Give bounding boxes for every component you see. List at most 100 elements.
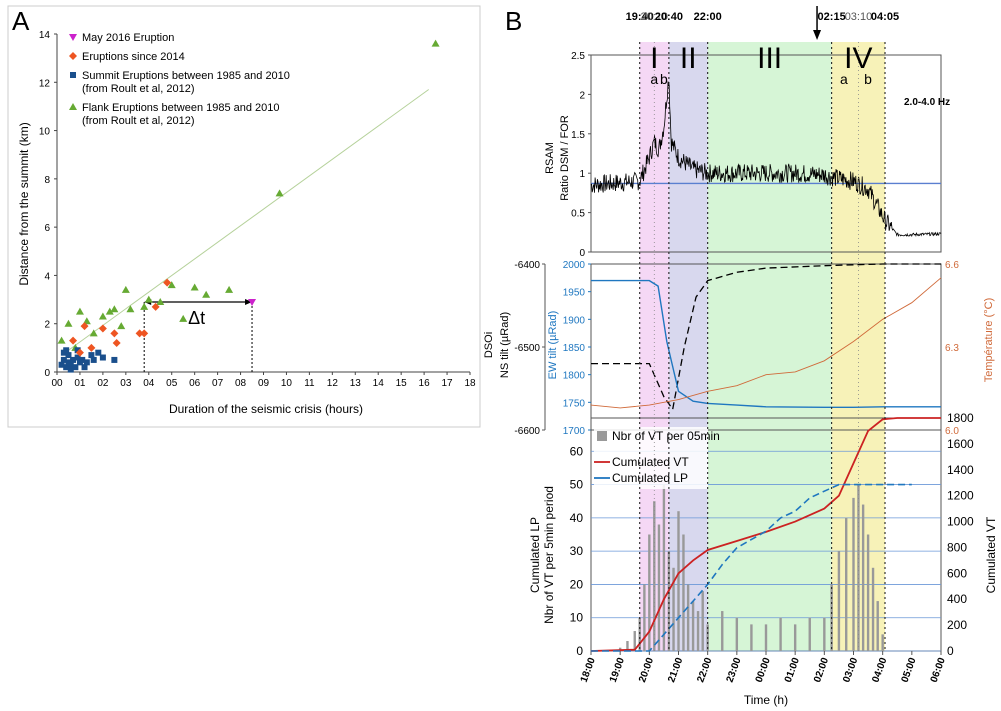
data-point [431,39,440,47]
x-tick-label: 02 [97,378,109,389]
data-point [69,336,78,345]
y-tick-label: 2 [44,320,50,331]
data-point [156,297,165,305]
counts-left-tick-label: 20 [570,577,584,591]
rsam-y-tick-label: 0 [579,248,585,259]
counts-right-tick-label: 1200 [947,489,974,503]
x-tick-label: 03 [120,378,132,389]
legend-label-sub: (from Roult et al, 2012) [82,115,195,127]
x-tick-label: 13 [350,378,362,389]
legend-label: Cumulated LP [612,471,688,485]
counts-x-tick-label: 22:00 [695,656,714,684]
vt-count-bar [657,524,661,651]
tilt-plot: -6400 -6500 -6600 2000 1950 1900 1850 1800 1750 1… [514,260,959,437]
counts-x-axis-label: Time (h) [744,693,788,707]
vt-count-bar [871,567,875,651]
counts-left-tick-label: 40 [570,511,584,525]
vt-count-bar [735,617,739,651]
data-point [88,352,95,359]
delta-t-arrowhead-right [245,298,253,305]
vt-count-bar [750,624,753,651]
legend-label: Summit Eruptions between 1985 and 2010 [82,70,290,82]
counts-right-tick-label: 200 [947,618,967,632]
phase-sub-label: b [864,71,872,87]
data-point [99,354,106,361]
counts-x-tick-label: 00:00 [754,656,773,684]
x-tick-label: 07 [212,378,224,389]
tilt-dsoi-label: DSOi [483,332,495,358]
phase-label: II [680,42,697,75]
y-tick-label: 10 [39,127,51,138]
ew-tick-label: 1950 [563,288,586,299]
vt-count-bar [667,551,671,651]
ew-tick-label: 1700 [563,426,586,437]
time-marker-label: 03:10 [845,11,873,23]
counts-x-tick-label: 20:00 [637,656,656,684]
vt-count-bar [691,601,695,651]
legend-marker [69,34,77,41]
counts-left-tick-label: 30 [570,544,584,558]
y-tick-label: 12 [39,78,51,89]
counts-x-tick-label: 18:00 [579,656,598,684]
data-point [190,283,199,291]
data-point [98,312,107,320]
vt-count-bar [779,617,782,651]
vt-count-bar [837,551,841,651]
data-point [144,295,153,303]
counts-x-tick-label: 19:00 [608,656,627,684]
counts-left-tick-label: 60 [570,444,584,458]
legend-bar-swatch [597,431,607,441]
temperature-label: Température (°C) [983,298,995,382]
counts-left-tick-label: 0 [576,644,583,658]
vt-count-bar [876,601,879,651]
trend-line [68,89,429,351]
data-point [57,336,66,344]
phase-band [668,42,708,651]
counts-x-tick-label: 21:00 [666,656,685,684]
rsam-line [590,81,942,238]
counts-left-label-1: Cumulated LP [528,517,542,593]
x-tick-label: 01 [74,378,86,389]
data-point [110,329,119,338]
phase-sub-label: a [650,71,658,87]
legend-marker [69,52,77,60]
temperature-tick-label: 6.3 [945,343,959,354]
time-marker-label: 02:15 [818,11,846,23]
data-point [74,347,81,354]
phase-label: III [757,42,782,75]
counts-left-tick-label: 10 [570,611,584,625]
x-tick-label: 11 [304,378,315,389]
data-point [65,352,72,359]
data-point [79,356,86,363]
data-point [140,302,149,310]
vt-count-bar [764,624,768,651]
data-point [75,348,84,357]
vt-count-bar [808,617,811,651]
vt-count-bar [643,584,646,651]
event-arrowhead [813,30,822,40]
x-tick-label: 09 [258,378,270,389]
counts-right-tick-label: 400 [947,592,967,606]
data-point [87,343,96,352]
x-tick-label: 04 [143,378,155,389]
phase-backgrounds [639,42,885,651]
vt-count-bar [626,641,629,651]
rsam-y-tick-label: 2.5 [571,51,585,62]
rsam-y-tick-label: 2 [579,90,585,101]
vt-count-bar [845,517,848,651]
data-point [67,361,74,368]
legend-label: May 2016 Eruption [82,32,174,44]
x-tick-label: 05 [166,378,178,389]
vt-count-bar [823,617,826,651]
counts-left-tick-label: 50 [570,478,584,492]
y-tick-label: 8 [44,175,50,186]
data-point [95,349,102,356]
time-marker-label: 20:10 [641,11,669,23]
vt-count-bar [881,634,884,651]
data-point [72,364,79,371]
phase-label: IV [844,42,872,75]
time-marker-label: 22:00 [694,11,722,23]
x-tick-label: 12 [327,378,339,389]
ns-tick-label: -6500 [514,343,540,354]
